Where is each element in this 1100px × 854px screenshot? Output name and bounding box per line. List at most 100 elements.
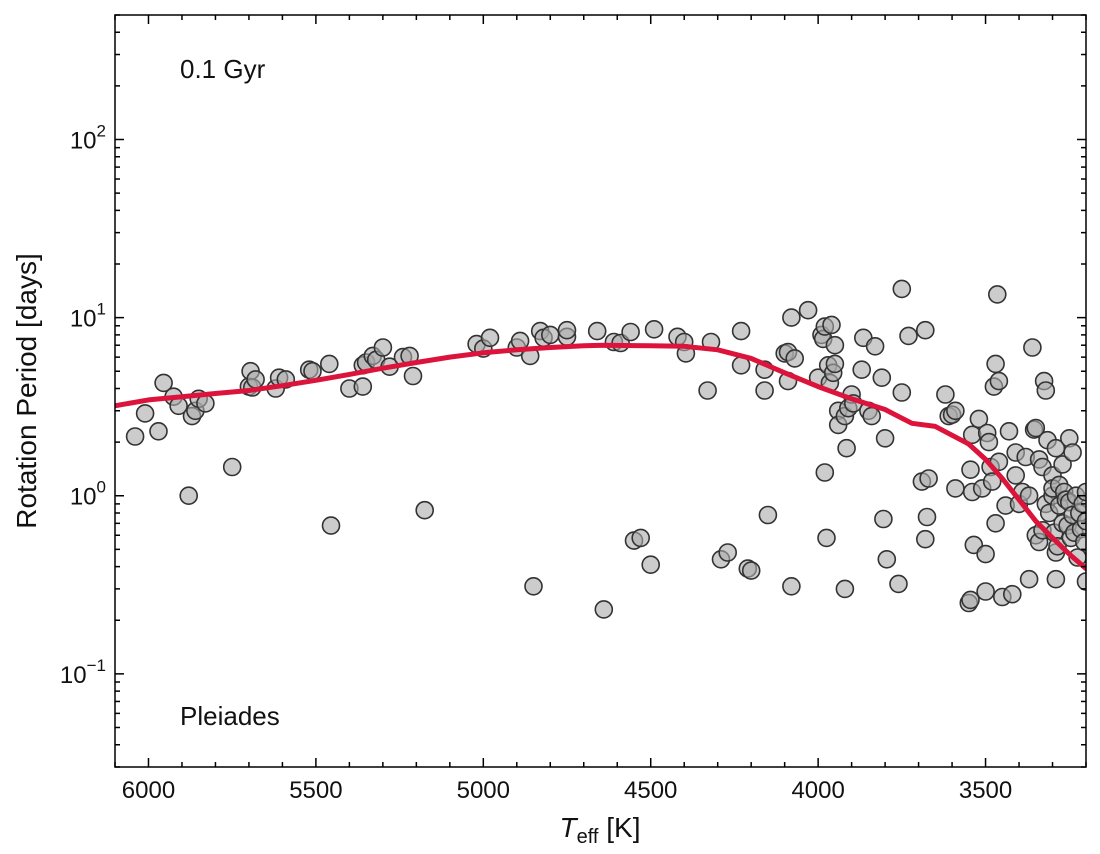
data-point	[524, 576, 543, 596]
x-tick-label: 4500	[624, 777, 677, 804]
data-point	[782, 576, 801, 596]
data-point	[946, 479, 965, 498]
data-point	[877, 549, 897, 569]
data-point	[741, 561, 761, 580]
data-point	[825, 335, 845, 355]
data-point	[698, 381, 717, 400]
data-point	[1019, 569, 1039, 589]
data-point	[976, 582, 995, 601]
data-point	[149, 421, 168, 441]
x-axis-label: Teff [K]	[560, 812, 641, 848]
data-point	[415, 500, 435, 520]
data-point	[587, 321, 607, 341]
data-point	[822, 315, 841, 335]
data-point	[989, 371, 1009, 391]
data-point	[835, 579, 855, 599]
data-point	[1076, 572, 1086, 591]
model-curve-layer	[115, 342, 1086, 572]
model-curve	[115, 342, 1086, 572]
data-point	[540, 325, 560, 345]
data-point	[179, 486, 198, 506]
y-tick-label: 10−1	[60, 656, 106, 689]
data-point	[986, 354, 1005, 374]
data-point	[594, 600, 614, 619]
data-point	[403, 366, 423, 386]
x-tick-label: 5000	[457, 777, 510, 804]
data-point	[1075, 532, 1086, 552]
data-point	[798, 300, 818, 320]
y-tick-label: 101	[70, 300, 106, 333]
data-point	[1076, 511, 1086, 531]
data-point	[987, 285, 1007, 304]
data-point	[1046, 569, 1066, 589]
data-point	[303, 361, 322, 381]
data-point	[631, 528, 651, 548]
data-point	[892, 279, 912, 299]
data-point	[1063, 443, 1082, 462]
data-point	[222, 457, 242, 477]
data-point	[982, 472, 1002, 491]
data-point	[758, 505, 778, 525]
data-point	[246, 370, 265, 389]
data-point	[1036, 381, 1056, 400]
data-point	[986, 513, 1005, 533]
data-point	[817, 528, 836, 548]
data-point	[976, 544, 995, 564]
data-point	[644, 319, 664, 339]
x-tick-label: 5500	[289, 777, 342, 804]
y-tick-label: 100	[70, 478, 106, 511]
data-point	[875, 428, 895, 448]
data-point	[1006, 466, 1026, 485]
data-point	[373, 338, 393, 357]
data-point	[1026, 418, 1046, 438]
data-point	[1002, 584, 1022, 604]
data-point	[731, 321, 751, 341]
data-point	[135, 404, 155, 423]
x-axis-label-sub: eff	[577, 826, 599, 848]
cluster-annotation: Pleiades	[180, 701, 280, 731]
data-point	[641, 555, 661, 575]
data-point	[480, 328, 500, 348]
data-point	[917, 507, 937, 527]
data-point	[889, 574, 908, 594]
y-tick-label: 102	[70, 122, 106, 155]
data-point	[718, 543, 738, 562]
data-point	[915, 529, 935, 549]
data-point	[874, 509, 893, 529]
data-point	[872, 368, 892, 388]
data-point	[557, 320, 577, 340]
data-point	[319, 354, 339, 374]
data-point	[915, 320, 935, 340]
data-point	[979, 432, 999, 452]
x-tick-label: 6000	[122, 777, 175, 804]
data-point	[825, 354, 845, 374]
age-annotation: 0.1 Gyr	[180, 54, 266, 84]
x-tick-label: 4000	[791, 777, 844, 804]
x-axis-label-unit: [K]	[598, 812, 640, 843]
data-point	[321, 516, 341, 535]
x-tick-label: 3500	[959, 777, 1012, 804]
data-point	[1019, 486, 1039, 506]
data-point	[862, 406, 882, 426]
data-point	[1053, 455, 1072, 474]
data-point	[969, 409, 989, 429]
data-point	[782, 308, 801, 327]
data-point	[755, 381, 774, 400]
data-point	[837, 438, 856, 458]
data-point	[852, 360, 872, 380]
data-point	[865, 336, 885, 356]
data-point	[961, 590, 980, 610]
data-point	[999, 421, 1019, 441]
data-point	[892, 383, 912, 402]
data-point	[621, 322, 640, 342]
x-axis-label-main: T	[560, 812, 579, 843]
data-point	[899, 326, 918, 346]
data-point	[125, 427, 145, 446]
y-axis-label: Rotation Period [days]	[11, 253, 42, 529]
data-point	[785, 349, 805, 368]
data-point	[815, 463, 835, 482]
data-point	[961, 460, 980, 480]
data-point	[1023, 338, 1042, 357]
